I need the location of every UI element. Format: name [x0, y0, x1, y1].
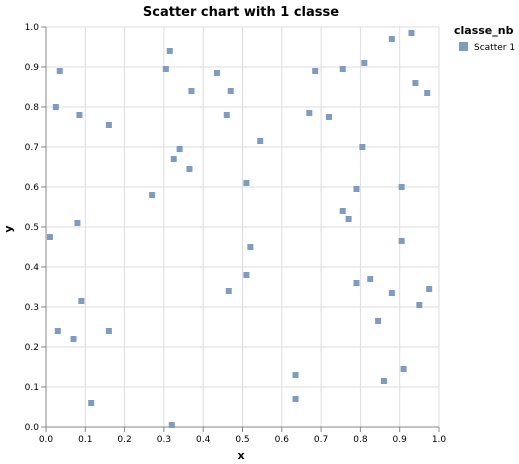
scatter-point — [325, 114, 332, 120]
y-tick-label: 0.8 — [25, 103, 40, 113]
x-tick-label: 0.9 — [393, 435, 408, 445]
scatter-point — [105, 122, 112, 128]
scatter-point — [257, 138, 264, 144]
scatter-point — [367, 276, 374, 282]
grid-lines — [45, 26, 440, 428]
scatter-point — [306, 110, 313, 116]
scatter-point — [105, 328, 112, 334]
scatter-point — [312, 68, 319, 74]
legend-items: Scatter 1 — [459, 42, 515, 53]
legend-title: classe_nb — [454, 24, 514, 37]
x-tick-label: 0.0 — [39, 435, 54, 445]
y-tick-label: 0.4 — [25, 263, 40, 273]
legend-label: Scatter 1 — [474, 43, 515, 53]
scatter-point — [162, 66, 169, 72]
x-axis-title: x — [237, 449, 244, 462]
chart-title: Scatter chart with 1 classe — [143, 5, 339, 20]
scatter-point — [412, 80, 419, 86]
scatter-point — [52, 104, 59, 110]
scatter-point — [46, 234, 53, 240]
scatter-point — [88, 400, 95, 406]
scatter-point — [292, 372, 299, 378]
scatter-point — [388, 36, 395, 42]
scatter-point — [424, 90, 431, 96]
scatter-point — [388, 290, 395, 296]
x-tick-label: 0.2 — [117, 435, 131, 445]
x-tick-label: 0.3 — [157, 435, 171, 445]
scatter-points — [46, 30, 433, 428]
scatter-point — [225, 288, 232, 294]
scatter-point — [70, 336, 77, 342]
x-tick-label: 0.8 — [353, 435, 368, 445]
y-tick-label: 0.6 — [25, 183, 40, 193]
scatter-point — [339, 66, 346, 72]
scatter-point — [176, 146, 183, 152]
scatter-point — [345, 216, 352, 222]
y-tick-label: 0.9 — [25, 63, 40, 73]
scatter-point — [149, 192, 156, 198]
y-tick-label: 0.0 — [25, 423, 40, 433]
scatter-point — [243, 180, 250, 186]
scatter-point — [170, 156, 177, 162]
scatter-point — [398, 184, 405, 190]
scatter-point — [416, 302, 423, 308]
scatter-point — [400, 366, 407, 372]
scatter-point — [292, 396, 299, 402]
scatter-point — [168, 422, 175, 428]
scatter-point — [243, 272, 250, 278]
y-tick-label: 0.2 — [25, 343, 39, 353]
scatter-point — [426, 286, 433, 292]
scatter-point — [408, 30, 415, 36]
x-tick-label: 0.5 — [235, 435, 249, 445]
y-tick-label: 0.5 — [25, 223, 39, 233]
scatter-point — [227, 88, 234, 94]
scatter-point — [380, 378, 387, 384]
scatter-point — [398, 238, 405, 244]
scatter-point — [76, 112, 83, 118]
y-tick-label: 1.0 — [25, 23, 40, 33]
scatter-point — [359, 144, 366, 150]
scatter-point — [223, 112, 230, 118]
scatter-point — [188, 88, 195, 94]
legend: classe_nb Scatter 1 — [454, 24, 515, 53]
y-axis-ticks: 0.0 0.1 0.2 0.3 0.4 0.5 0.6 0.7 0.8 0.9 1.0 — [25, 23, 46, 433]
scatter-point — [74, 220, 81, 226]
scatter-point — [375, 318, 382, 324]
scatter-point — [56, 68, 63, 74]
scatter-point — [353, 280, 360, 286]
scatter-point — [54, 328, 61, 334]
x-tick-label: 0.4 — [196, 435, 211, 445]
y-tick-label: 0.1 — [25, 383, 39, 393]
scatter-point — [213, 70, 220, 76]
scatter-point — [186, 166, 193, 172]
y-tick-label: 0.3 — [25, 303, 39, 313]
y-tick-label: 0.7 — [25, 143, 39, 153]
scatter-point — [247, 244, 254, 250]
scatter-point — [361, 60, 368, 66]
y-axis-title: y — [2, 225, 15, 232]
scatter-point — [353, 186, 360, 192]
scatter-point — [339, 208, 346, 214]
x-tick-label: 0.6 — [275, 435, 290, 445]
x-axis-ticks: 0.0 0.1 0.2 0.3 0.4 0.5 0.6 0.7 0.8 0.9 1.0 — [39, 427, 447, 445]
x-tick-label: 0.1 — [78, 435, 92, 445]
scatter-point — [166, 48, 173, 54]
x-tick-label: 0.7 — [314, 435, 328, 445]
x-tick-label: 1.0 — [432, 435, 447, 445]
legend-swatch — [459, 42, 468, 51]
scatter-point — [78, 298, 85, 304]
